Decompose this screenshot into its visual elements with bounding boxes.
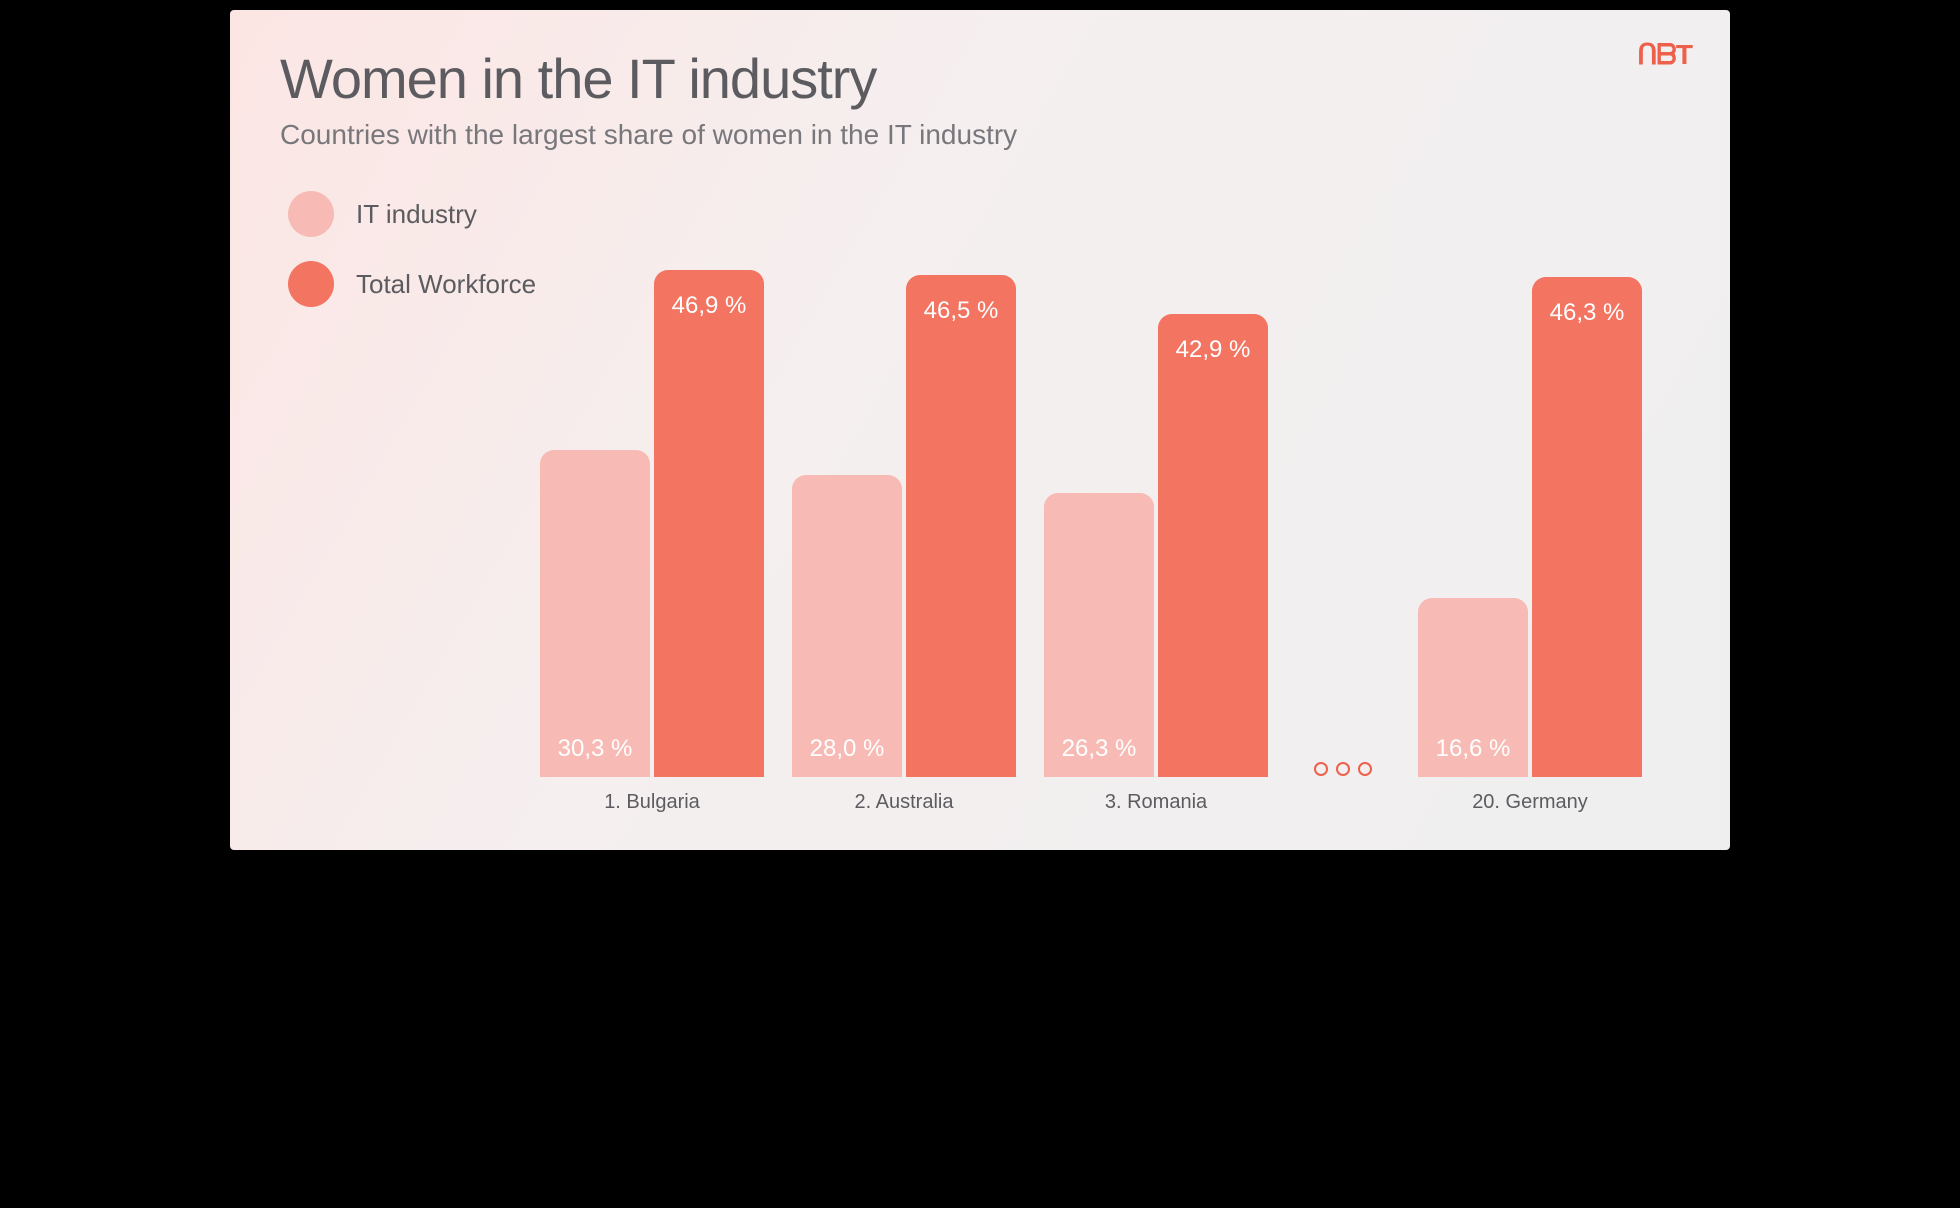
legend-label-workforce: Total Workforce bbox=[356, 269, 536, 300]
bar-pair: 30,3 % 46,9 % bbox=[540, 270, 764, 777]
bar-it: 28,0 % bbox=[792, 475, 902, 777]
bar-workforce: 46,5 % bbox=[906, 275, 1016, 777]
bar-group: 26,3 % 42,9 % 3. Romania bbox=[1044, 314, 1268, 814]
bar-value-label: 42,9 % bbox=[1158, 336, 1268, 364]
x-axis-label: 20. Germany bbox=[1472, 791, 1588, 814]
bar-value-label: 46,9 % bbox=[654, 292, 764, 320]
legend-label-it: IT industry bbox=[356, 199, 477, 230]
bar-group: 16,6 % 46,3 % 20. Germany bbox=[1418, 277, 1642, 814]
x-axis-label: 1. Bulgaria bbox=[604, 791, 700, 814]
ellipsis-icon bbox=[1314, 762, 1372, 776]
ellipsis-gap bbox=[1296, 762, 1390, 814]
legend-swatch-workforce bbox=[288, 261, 334, 307]
chart-plot-area: 30,3 % 46,9 % 1. Bulgaria 28,0 % 46,5 % 2. Au… bbox=[540, 234, 1670, 814]
bar-pair: 16,6 % 46,3 % bbox=[1418, 277, 1642, 777]
bar-group: 30,3 % 46,9 % 1. Bulgaria bbox=[540, 270, 764, 814]
legend-swatch-it bbox=[288, 191, 334, 237]
x-axis-label: 2. Australia bbox=[855, 791, 954, 814]
chart-canvas: ᑎᗷT Women in the IT industry Countries w… bbox=[230, 10, 1730, 850]
bar-value-label: 28,0 % bbox=[792, 735, 902, 763]
x-axis-label: 3. Romania bbox=[1105, 791, 1207, 814]
bar-value-label: 16,6 % bbox=[1418, 735, 1528, 763]
bar-workforce: 46,3 % bbox=[1532, 277, 1642, 777]
bar-group: 28,0 % 46,5 % 2. Australia bbox=[792, 275, 1016, 814]
bar-value-label: 46,5 % bbox=[906, 297, 1016, 325]
bar-it: 30,3 % bbox=[540, 450, 650, 777]
bar-workforce: 46,9 % bbox=[654, 270, 764, 777]
brand-logo: ᑎᗷT bbox=[1637, 38, 1692, 72]
bar-pair: 28,0 % 46,5 % bbox=[792, 275, 1016, 777]
bar-it: 26,3 % bbox=[1044, 493, 1154, 777]
chart-subtitle: Countries with the largest share of wome… bbox=[280, 119, 1680, 151]
chart-title: Women in the IT industry bbox=[280, 46, 1680, 111]
bar-it: 16,6 % bbox=[1418, 598, 1528, 777]
legend-item-it: IT industry bbox=[288, 191, 1680, 237]
bar-value-label: 30,3 % bbox=[540, 735, 650, 763]
bar-workforce: 42,9 % bbox=[1158, 314, 1268, 777]
bar-value-label: 26,3 % bbox=[1044, 735, 1154, 763]
bar-pair: 26,3 % 42,9 % bbox=[1044, 314, 1268, 777]
bar-value-label: 46,3 % bbox=[1532, 299, 1642, 327]
